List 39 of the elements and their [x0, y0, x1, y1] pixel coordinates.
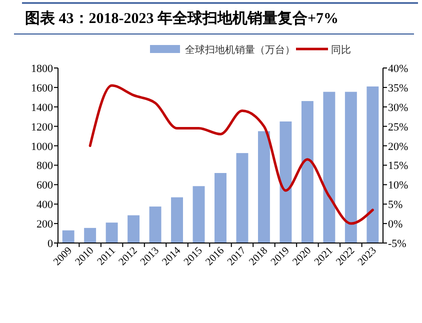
bar: [366, 86, 379, 243]
y-tick-label: 400: [36, 199, 54, 212]
bar: [192, 186, 205, 243]
y2-tick-label: 40%: [388, 63, 408, 75]
bar: [149, 206, 162, 243]
y-tick-label: 600: [36, 180, 54, 192]
bar: [344, 92, 357, 243]
y2-tick-label: 30%: [388, 102, 408, 114]
y2-tick-label: 20%: [388, 140, 408, 153]
y2-tick-label: -5%: [388, 238, 406, 250]
bar: [84, 228, 96, 243]
bar: [171, 197, 183, 243]
y-tick-label: 1800: [31, 63, 54, 75]
line-series: [88, 84, 374, 225]
bar: [236, 153, 248, 243]
y2-tick-label: 0%: [388, 218, 403, 231]
y2-tick-label: 15%: [388, 160, 408, 172]
bar: [258, 131, 270, 243]
bar: [214, 173, 226, 243]
y-tick-label: 1600: [31, 82, 54, 94]
legend-label: 全球扫地机销量（万台）: [185, 44, 295, 56]
bar: [106, 222, 118, 243]
y2-tick-label: 35%: [388, 82, 408, 94]
y2-tick-label: 25%: [388, 121, 408, 134]
legend-label: 同比: [331, 44, 351, 56]
bar: [280, 121, 292, 243]
bar: [62, 230, 74, 243]
y-tick-label: 1200: [31, 121, 54, 134]
y2-tick-label: 10%: [388, 180, 408, 192]
y2-tick-label: 5%: [388, 199, 403, 212]
y-tick-label: 1400: [31, 102, 54, 114]
y-tick-label: 200: [36, 218, 54, 231]
chart-title: 图表 43：2018-2023 年全球扫地机销量复合+7%: [25, 10, 339, 27]
bar: [301, 101, 314, 243]
y-tick-label: 0: [48, 238, 54, 250]
y-tick-label: 800: [36, 160, 54, 172]
bar: [323, 92, 336, 243]
bar: [128, 215, 140, 243]
y-tick-label: 1000: [31, 140, 54, 153]
